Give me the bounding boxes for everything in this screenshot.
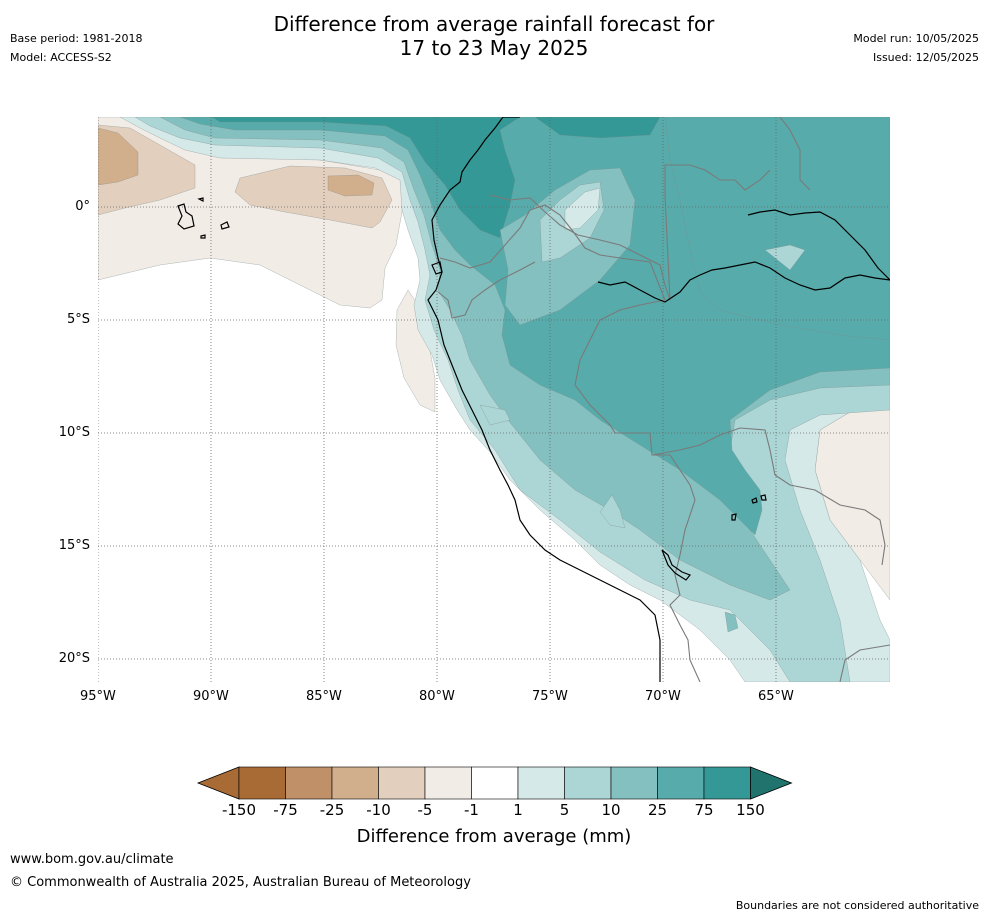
lat-label-5s: 5°S (66, 312, 90, 327)
border-bolivia-chile (669, 554, 701, 682)
lon-label-80w: 80°W (419, 689, 455, 704)
colorbar-tick-label: -1 (464, 801, 479, 819)
colorbar-tick-label: 75 (694, 801, 714, 819)
coastlines (177, 117, 890, 682)
contour-neg25-west (98, 127, 139, 186)
colorbar-tick-label: 5 (559, 801, 570, 819)
border-venezuela-guyana (779, 117, 811, 191)
map-area (98, 117, 890, 682)
negro-river (747, 209, 890, 281)
issued-date: Issued: 12/05/2025 (872, 51, 979, 64)
border-peru-brazil (574, 299, 696, 556)
lagoon-bolivia-3 (731, 513, 737, 521)
title-line-1: Difference from average rainfall forecas… (273, 12, 715, 36)
gulf-guayaquil-island (431, 261, 443, 275)
contour-75 (211, 117, 521, 239)
pacific-coastline (427, 117, 661, 682)
galapagos-santa-cruz (220, 221, 230, 230)
contour-25-pocket-brazil (534, 117, 661, 139)
lon-label-95w: 95°W (80, 689, 116, 704)
colorbar-swatch (657, 766, 705, 800)
lat-label-0: 0° (75, 199, 90, 214)
colorbar-swatch (610, 766, 658, 800)
contour-1-pocket-peru (564, 187, 601, 231)
colorbar-title: Difference from average (mm) (356, 826, 632, 847)
footer-url[interactable]: www.bom.gov.au/climate (10, 852, 174, 867)
contour-5-patch-north (764, 244, 806, 271)
colorbar-tick-label: 1 (513, 801, 523, 819)
footer-note: Boundaries are not considered authoritat… (735, 899, 979, 912)
border-colombia-ecuador (439, 204, 666, 301)
colorbar-swatch (517, 766, 565, 800)
lat-label-10s: 10°S (58, 425, 90, 440)
footer-copyright: © Commonwealth of Australia 2025, Austra… (10, 875, 471, 890)
colorbar-swatch (378, 766, 426, 800)
lon-label-85w: 85°W (306, 689, 342, 704)
model-name: Model: ACCESS-S2 (10, 51, 112, 64)
colorbar-swatch (703, 766, 751, 800)
border-paraguay (839, 644, 890, 682)
colorbar-swatch (471, 766, 519, 800)
colorbar-tick-label: -150 (221, 801, 257, 819)
map-title: Difference from average rainfall forecas… (0, 12, 988, 60)
lon-label-70w: 70°W (645, 689, 681, 704)
contour-10-patch-south (724, 611, 739, 633)
colorbar (196, 766, 793, 800)
lat-label-15s: 15°S (58, 538, 90, 553)
colorbar-tick-label: -5 (417, 801, 433, 819)
colorbar-extend-low (196, 766, 240, 800)
colorbar-tick-label: -25 (319, 801, 345, 819)
contour-5-strip-coast (479, 404, 511, 426)
colorbar-tick-label: -75 (273, 801, 298, 819)
colorbar-tick-label: 25 (647, 801, 668, 819)
amazon-river (597, 261, 890, 303)
lagoon-bolivia-2 (760, 494, 767, 501)
colorbar-swatch (285, 766, 333, 800)
colorbar-swatch (238, 766, 286, 800)
galapagos-marchena (197, 197, 204, 202)
lat-label-20s: 20°S (58, 651, 90, 666)
colorbar-tick-label: 150 (736, 801, 765, 819)
contour-neg25-east (327, 174, 375, 197)
colorbar-tick-label: 10 (601, 801, 621, 819)
colorbar-tick-label: -10 (366, 801, 391, 819)
galapagos-san-cristobal (200, 234, 206, 239)
colorbar-swatch (564, 766, 612, 800)
border-bolivia-brazil (651, 427, 886, 566)
contour-75-amazon (664, 117, 890, 341)
galapagos-isabela (177, 203, 195, 230)
colorbar-swatch (424, 766, 472, 800)
contour-5-strip-south (599, 494, 626, 529)
lon-label-75w: 75°W (532, 689, 568, 704)
graticule (98, 117, 890, 682)
border-colombia-venezuela (489, 164, 771, 301)
title-line-2: 17 to 23 May 2025 (399, 36, 589, 60)
lon-label-90w: 90°W (193, 689, 229, 704)
border-ecuador-peru (437, 261, 536, 319)
lon-label-65w: 65°W (758, 689, 794, 704)
country-boundaries (437, 117, 890, 682)
colorbar-swatch (331, 766, 379, 800)
colorbar-extend-high (750, 766, 793, 800)
model-run: Model run: 10/05/2025 (853, 32, 979, 45)
lake-titicaca (661, 549, 691, 581)
base-period: Base period: 1981-2018 (10, 32, 143, 45)
lagoon-bolivia-1 (751, 497, 758, 504)
